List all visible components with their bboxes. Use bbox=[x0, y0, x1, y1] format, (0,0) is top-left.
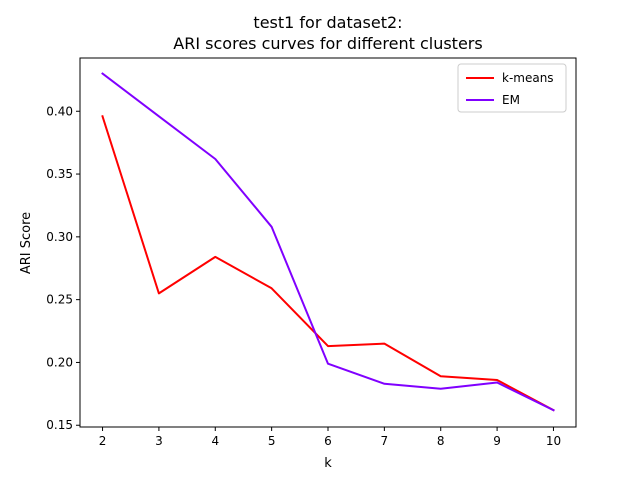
y-axis-label: ARI Score bbox=[19, 212, 34, 274]
chart-title-line2: ARI scores curves for different clusters bbox=[173, 34, 482, 53]
x-tick-label: 9 bbox=[493, 434, 501, 448]
y-tick-label: 0.20 bbox=[46, 355, 73, 369]
y-tick-label: 0.30 bbox=[46, 230, 73, 244]
chart-title-line1: test1 for dataset2: bbox=[253, 13, 402, 32]
x-tick-label: 6 bbox=[324, 434, 332, 448]
y-tick-label: 0.15 bbox=[46, 418, 73, 432]
series-line-em bbox=[101, 72, 555, 412]
legend-label: EM bbox=[502, 93, 520, 107]
x-tick-label: 2 bbox=[99, 434, 107, 448]
y-tick-label: 0.40 bbox=[46, 104, 73, 118]
x-axis-label: k bbox=[324, 456, 332, 471]
x-tick-label: 3 bbox=[155, 434, 163, 448]
x-tick-label: 4 bbox=[211, 434, 219, 448]
y-tick-label: 0.35 bbox=[46, 167, 73, 181]
plot-layer bbox=[101, 72, 555, 412]
y-tick-label: 0.25 bbox=[46, 293, 73, 307]
axes-frame: 2 3 4 5 6 7 8 9 10 0.15 0.20 0.25 0.30 0.35 0.40 bbox=[46, 57, 577, 448]
x-tick-label: 10 bbox=[546, 434, 561, 448]
series-line-k-means bbox=[101, 115, 555, 412]
x-tick-label: 5 bbox=[268, 434, 276, 448]
legend-label: k-means bbox=[502, 71, 554, 85]
x-tick-label: 7 bbox=[381, 434, 389, 448]
legend: k-means EM bbox=[457, 63, 567, 113]
x-tick-label: 8 bbox=[437, 434, 445, 448]
